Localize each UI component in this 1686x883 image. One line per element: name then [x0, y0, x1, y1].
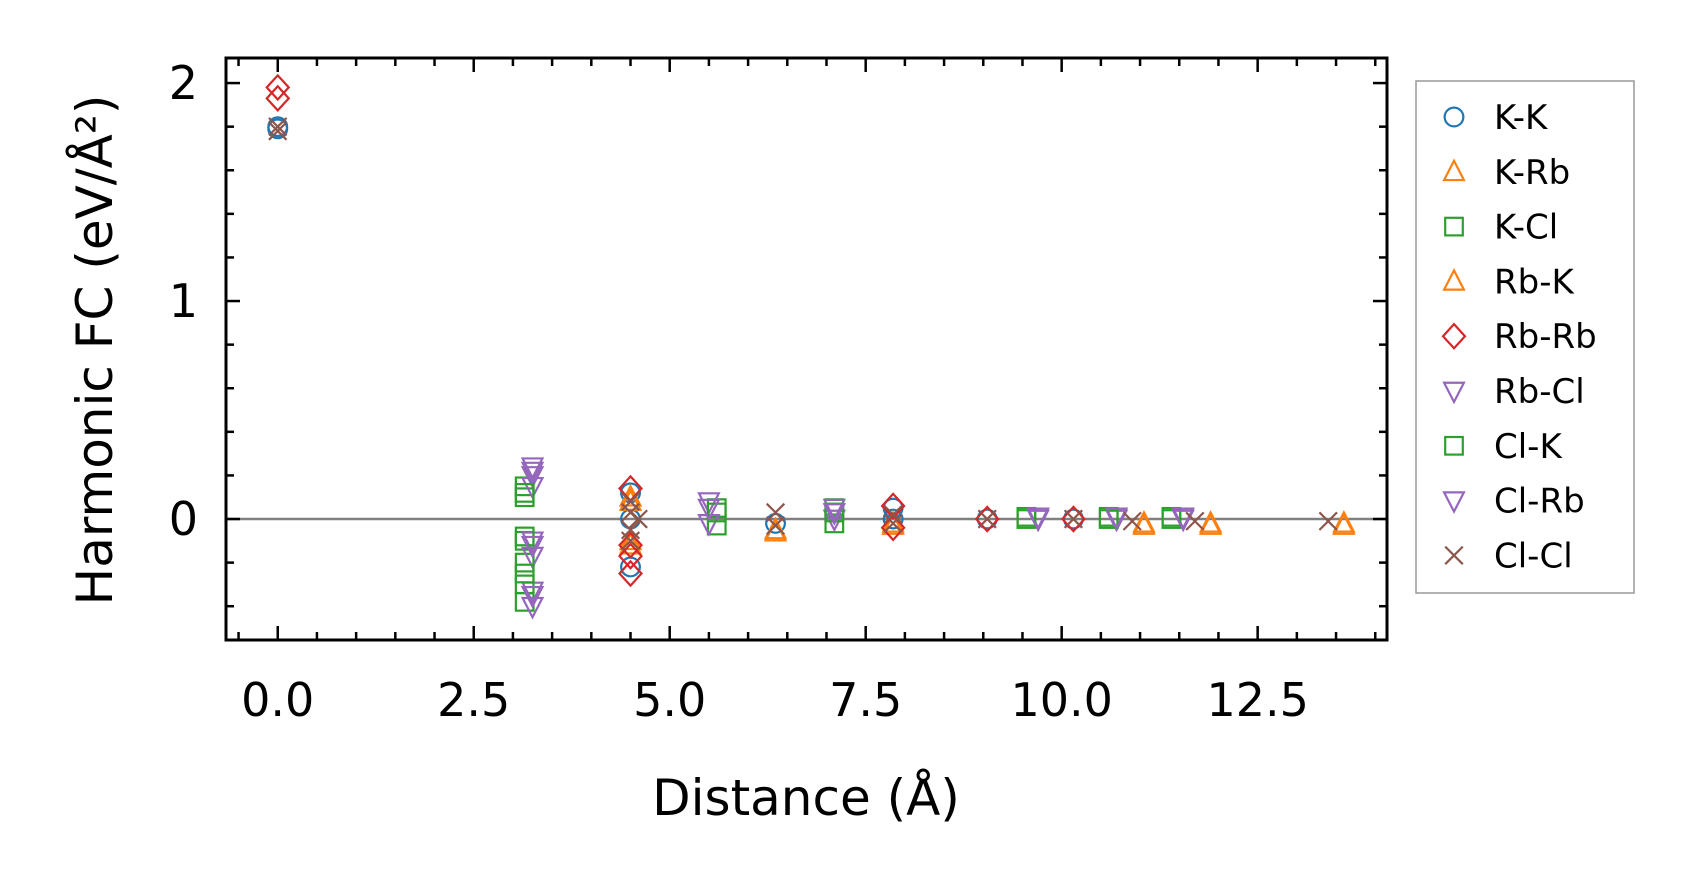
x-tick-label: 5.0: [633, 673, 706, 727]
x-axis-label: Distance (Å): [652, 769, 960, 827]
data-point: [267, 118, 289, 140]
series-cl-k: [514, 482, 1182, 584]
legend-marker-square: [1444, 216, 1464, 237]
data-point: [1318, 511, 1338, 531]
legend-item: Cl-Rb: [1442, 482, 1585, 522]
legend-label: Rb-K: [1494, 262, 1575, 302]
legend-marker-square: [1444, 435, 1464, 456]
data-point: [514, 563, 535, 584]
data-point: [265, 73, 291, 102]
data-point: [618, 531, 643, 559]
data-point: [628, 509, 648, 529]
x-tick-label: 10.0: [1010, 673, 1112, 727]
legend: K-K K-Rb K-Cl Rb-K Rb-Rb Rb-Cl Cl-K Cl-Rb Cl-Cl: [1415, 80, 1635, 594]
data-point: [1185, 511, 1205, 531]
data-point: [882, 508, 904, 530]
x-tick-label: 2.5: [437, 673, 510, 727]
data-point: [520, 476, 545, 500]
series-cl-cl: [268, 117, 1338, 551]
data-point: [268, 117, 288, 137]
data-point: [520, 466, 545, 489]
data-point: [520, 461, 545, 485]
legend-label: Rb-Rb: [1494, 317, 1597, 357]
data-point: [618, 559, 643, 588]
legend-item: K-K: [1443, 98, 1549, 138]
data-point: [822, 503, 847, 526]
data-point: [618, 542, 643, 570]
data-point: [1122, 511, 1142, 531]
legend-label: Cl-K: [1494, 427, 1563, 467]
data-point: [265, 84, 291, 113]
data-point: [1104, 507, 1129, 531]
data-point: [520, 585, 545, 609]
data-point: [268, 121, 288, 141]
legend-marker-triangle-down: [1442, 491, 1466, 515]
legend-marker-triangle-down: [1442, 381, 1466, 405]
series-k-k: [267, 116, 1084, 578]
legend-marker-diamond: [1441, 322, 1467, 350]
legend-item: Rb-Rb: [1441, 317, 1597, 357]
legend-marker-circle: [1443, 106, 1465, 128]
data-point: [1198, 512, 1223, 535]
legend-label: Cl-Rb: [1494, 482, 1585, 522]
x-tick-label: 0.0: [241, 673, 314, 727]
data-point: [1060, 505, 1086, 533]
y-tick-label: 2: [169, 56, 198, 110]
legend-marker-x: [1444, 545, 1464, 565]
data-point: [620, 531, 641, 551]
data-point: [1026, 509, 1050, 533]
data-point: [520, 546, 545, 570]
plot-marks: [226, 73, 1387, 620]
legend-item: Rb-K: [1442, 262, 1575, 302]
x-tick-label: 12.5: [1206, 673, 1308, 727]
data-point: [618, 531, 643, 555]
series-rb-k: [618, 488, 1356, 555]
y-tick-label: 0: [169, 492, 198, 546]
data-point: [1062, 508, 1084, 530]
legend-label: K-K: [1494, 98, 1549, 138]
legend-label: Cl-Cl: [1494, 536, 1573, 576]
data-point: [697, 498, 721, 522]
data-point: [974, 505, 1000, 533]
y-axis-label: Harmonic FC (eV/Å²): [66, 95, 124, 606]
data-point: [1063, 509, 1084, 529]
data-point: [514, 482, 535, 503]
legend-item: K-Rb: [1442, 153, 1570, 193]
data-point: [1171, 509, 1195, 533]
data-point: [765, 515, 786, 536]
x-tick-label: 7.5: [829, 673, 902, 727]
data-point: [1016, 509, 1037, 529]
legend-item: Rb-Cl: [1442, 372, 1585, 412]
series-cl-rb: [520, 461, 1195, 609]
legend-item: K-Cl: [1444, 208, 1558, 248]
series-rb-rb: [265, 73, 1086, 588]
data-point: [880, 514, 906, 542]
data-point: [880, 492, 906, 520]
data-point: [976, 508, 998, 530]
legend-label: K-Cl: [1494, 208, 1558, 248]
data-point: [514, 487, 535, 508]
legend-marker-triangle-up: [1442, 267, 1466, 291]
plot-frame: [224, 56, 1389, 642]
data-point: [520, 596, 545, 620]
axes: 0.0 2.5 5.0 7.5 10.0 12.5 0 1 2: [169, 56, 1389, 727]
legend-item: Cl-K: [1444, 427, 1563, 467]
legend-item: Cl-Cl: [1444, 536, 1573, 576]
data-point: [883, 513, 903, 533]
data-point: [1132, 512, 1156, 535]
data-point: [1161, 509, 1182, 529]
y-tick-label: 1: [169, 274, 198, 328]
legend-label: K-Rb: [1494, 153, 1570, 193]
data-point: [1332, 512, 1356, 535]
data-point: [883, 505, 903, 525]
data-point: [977, 509, 997, 529]
data-point: [763, 516, 788, 540]
legend-label: Rb-Cl: [1494, 372, 1585, 412]
legend-marker-triangle-up: [1442, 158, 1466, 182]
series-k-cl: [514, 476, 1182, 612]
data-point: [520, 535, 545, 559]
data-point: [822, 498, 847, 522]
